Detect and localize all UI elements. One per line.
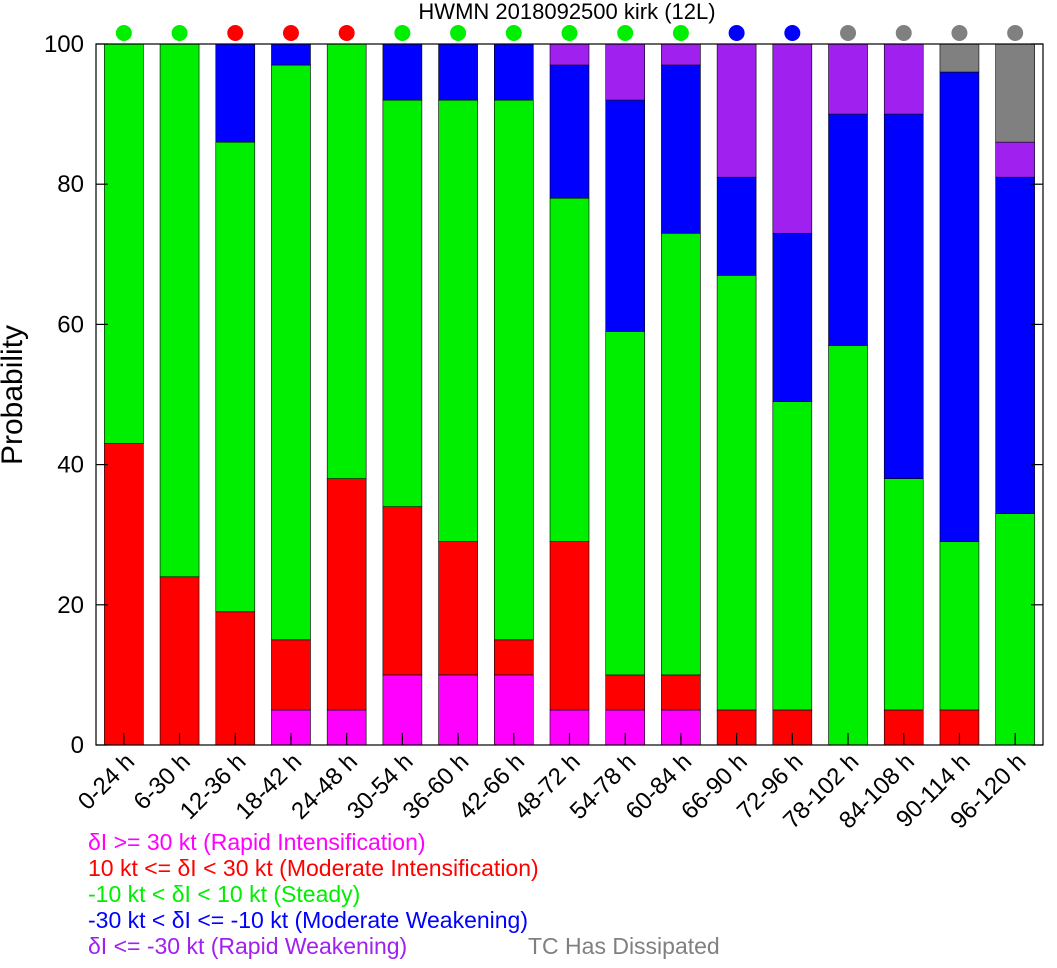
bar-segment-12-36-h-s2 <box>215 141 256 613</box>
bar-segment-48-72-h-s3 <box>549 64 590 199</box>
bar-segment-90-114-h-s3 <box>939 71 980 543</box>
legend-entry-moderate-weakening: -30 kt < δI <= -10 kt (Moderate Weakenin… <box>88 907 529 933</box>
bar-segment-36-60-h-s1 <box>438 541 478 676</box>
legend-entry-steady: -10 kt < δI < 10 kt (Steady) <box>88 881 361 907</box>
y-tick-label-40: 40 <box>57 452 84 479</box>
bar-segment-18-42-h-s2 <box>271 64 311 641</box>
category-dot-96-120-h <box>1007 25 1024 41</box>
y-tick-label-20: 20 <box>57 592 84 619</box>
bar-segment-48-72-h-s4 <box>549 43 590 66</box>
bar-segment-96-120-h-s2 <box>995 513 1035 746</box>
bar-segment-24-48-h-s2 <box>326 43 367 479</box>
bar-segment-12-36-h-s1 <box>215 611 256 746</box>
bar-segment-78-102-h-s4 <box>828 43 868 115</box>
bar-segment-60-84-h-s3 <box>661 64 701 234</box>
y-tick-label-100: 100 <box>44 31 84 58</box>
bar-segment-6-30-h-s1 <box>159 576 200 746</box>
y-tick-label-0: 0 <box>71 732 84 759</box>
category-dot-84-108-h <box>895 25 912 41</box>
bars-layer <box>104 43 1035 746</box>
bar-segment-48-72-h-s2 <box>549 197 590 543</box>
bar-segment-30-54-h-s3 <box>382 43 423 101</box>
bar-segment-72-96-h-s2 <box>772 401 813 711</box>
category-dot-66-90-h <box>728 25 745 41</box>
bar-segment-96-120-h-s4 <box>995 141 1035 178</box>
legend-entry-moderate-intensification: 10 kt <= δI < 30 kt (Moderate Intensific… <box>88 855 539 881</box>
category-dot-60-84-h <box>672 25 689 41</box>
legend-entry-tc-dissipated: TC Has Dissipated <box>528 933 720 959</box>
category-dot-48-72-h <box>561 25 578 41</box>
bar-segment-78-102-h-s3 <box>828 113 868 346</box>
legend-entry-rapid-weakening: δI <= -30 kt (Rapid Weakening) <box>88 933 408 959</box>
category-dot-72-96-h <box>784 25 801 41</box>
bar-segment-36-60-h-s2 <box>438 99 478 543</box>
bar-segment-12-36-h-s3 <box>215 43 256 143</box>
bar-segment-84-108-h-s4 <box>883 43 924 115</box>
bar-segment-84-108-h-s3 <box>883 113 924 479</box>
bar-segment-90-114-h-s5 <box>939 43 980 73</box>
bar-segment-30-54-h-s2 <box>382 99 423 507</box>
bar-segment-0-24-h-s1 <box>104 443 144 746</box>
bar-segment-42-66-h-s2 <box>493 99 534 641</box>
bar-segment-96-120-h-s5 <box>995 43 1035 143</box>
category-dots-layer <box>115 25 1024 41</box>
bar-segment-96-120-h-s3 <box>995 176 1035 514</box>
bar-segment-60-84-h-s2 <box>661 232 701 676</box>
category-dot-54-78-h <box>617 25 634 41</box>
bar-segment-42-66-h-s3 <box>493 43 534 101</box>
category-dot-0-24-h <box>115 25 132 41</box>
chart-title: HWMN 2018092500 kirk (12L) <box>418 0 715 24</box>
category-dot-6-30-h <box>171 25 188 41</box>
category-dot-42-66-h <box>505 25 522 41</box>
bar-segment-18-42-h-s3 <box>271 43 311 66</box>
bar-segment-30-54-h-s1 <box>382 506 423 676</box>
bar-segment-0-24-h-s2 <box>104 43 144 444</box>
bar-segment-60-84-h-s1 <box>661 674 701 711</box>
bar-segment-54-78-h-s1 <box>605 674 646 711</box>
category-dot-12-36-h <box>227 25 244 41</box>
bar-segment-54-78-h-s3 <box>605 99 646 332</box>
legend-entry-rapid-intensification: δI >= 30 kt (Rapid Intensification) <box>88 829 426 855</box>
bar-segment-42-66-h-s1 <box>493 639 534 676</box>
category-dot-30-54-h <box>394 25 411 41</box>
y-tick-label-80: 80 <box>57 171 84 198</box>
bar-segment-90-114-h-s2 <box>939 541 980 711</box>
bar-segment-36-60-h-s3 <box>438 43 478 101</box>
bar-segment-54-78-h-s4 <box>605 43 646 101</box>
bar-segment-54-78-h-s2 <box>605 331 646 676</box>
bar-segment-24-48-h-s1 <box>326 478 367 711</box>
bar-segment-66-90-h-s3 <box>716 176 757 276</box>
category-dot-18-42-h <box>282 25 299 41</box>
bar-segment-48-72-h-s1 <box>549 541 590 711</box>
bar-segment-18-42-h-s1 <box>271 639 311 711</box>
category-dot-36-60-h <box>450 25 467 41</box>
bar-segment-60-84-h-s4 <box>661 43 701 66</box>
bar-segment-66-90-h-s4 <box>716 43 757 178</box>
bar-segment-84-108-h-s2 <box>883 478 924 711</box>
bar-segment-78-102-h-s2 <box>828 345 868 746</box>
y-axis-label: Probability <box>0 325 29 465</box>
y-tick-label-60: 60 <box>57 311 84 338</box>
bar-segment-72-96-h-s4 <box>772 43 813 234</box>
category-dot-24-48-h <box>338 25 355 41</box>
category-dot-78-102-h <box>840 25 857 41</box>
bar-segment-6-30-h-s2 <box>159 43 200 578</box>
category-dot-90-114-h <box>951 25 968 41</box>
bar-segment-66-90-h-s2 <box>716 275 757 711</box>
bar-segment-72-96-h-s3 <box>772 232 813 402</box>
